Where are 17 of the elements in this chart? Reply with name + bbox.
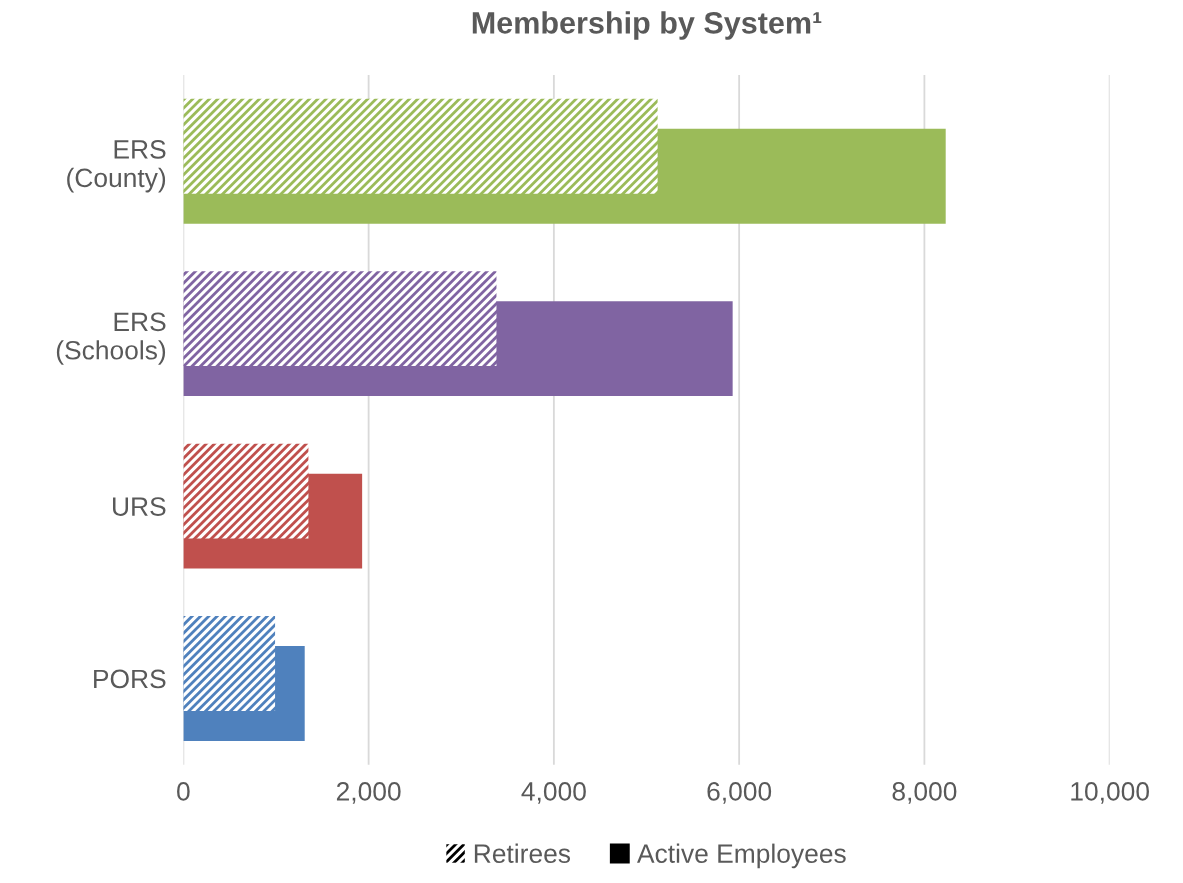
x-tick-label: 6,000: [707, 782, 772, 804]
bar: [183, 271, 497, 367]
text: Retirees: [474, 843, 571, 863]
y-tick-label: ERS (Schools): [56, 312, 166, 365]
x-tick-label: 0: [177, 782, 190, 801]
chart-title: Membership by System¹: [472, 11, 822, 40]
text: Active Employees: [637, 843, 846, 869]
y-tick-label: ERS (County): [67, 140, 166, 193]
y-tick-label: URS: [113, 497, 166, 516]
x-tick-label: 4,000: [521, 782, 586, 804]
bar: [183, 616, 276, 711]
y-tick-label: PORS: [94, 669, 166, 689]
x-tick-label: 8,000: [892, 782, 957, 804]
bar: [183, 98, 658, 194]
bar: [183, 443, 309, 539]
x-tick-label: 10,000: [1071, 782, 1149, 804]
x-tick-label: 2,000: [336, 782, 401, 804]
